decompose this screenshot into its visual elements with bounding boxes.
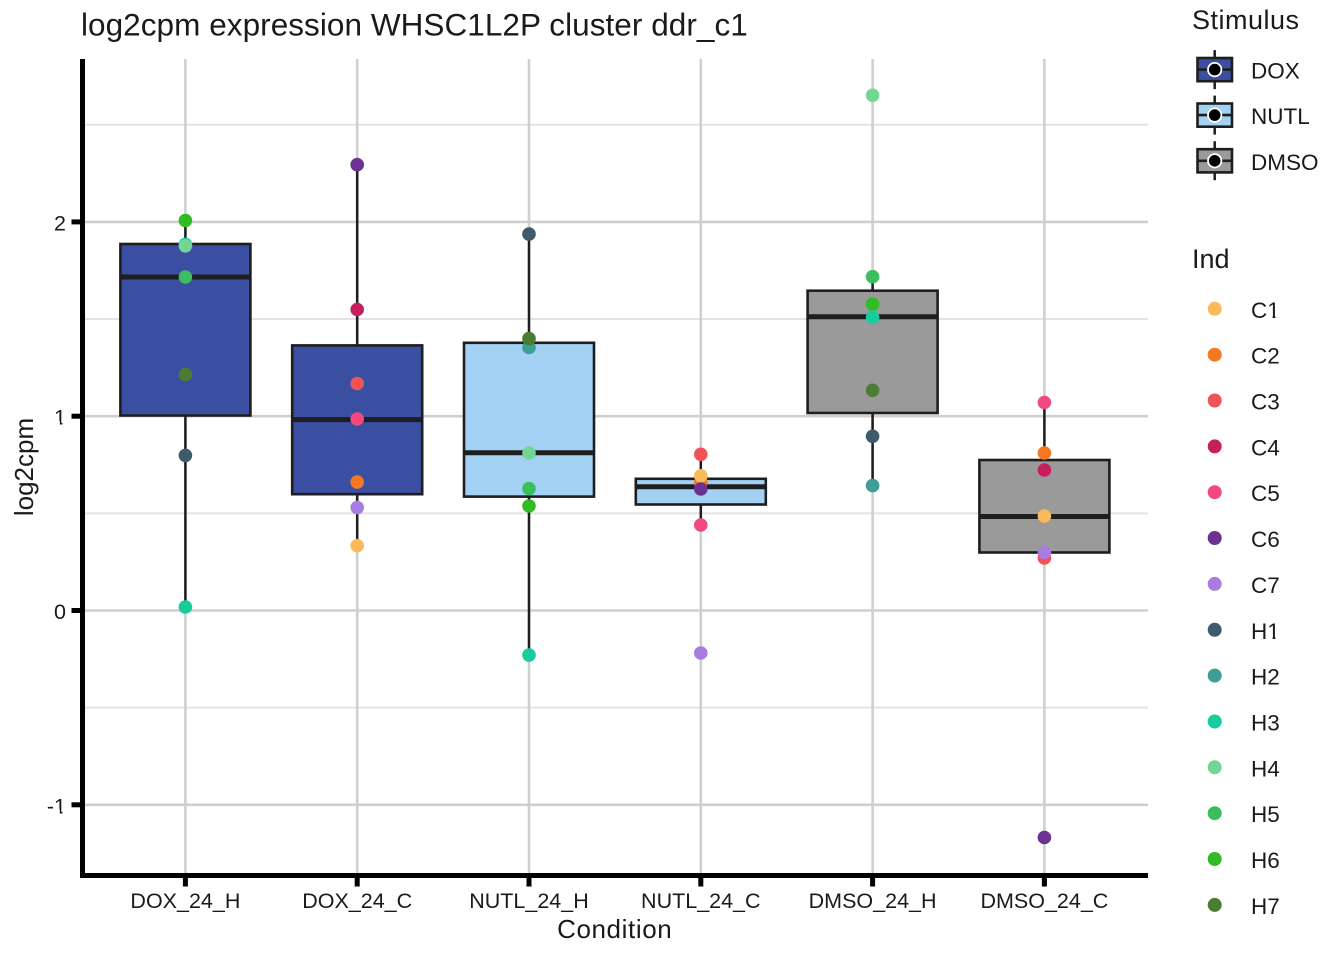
svg-text:DOX_24_H: DOX_24_H bbox=[130, 889, 240, 913]
svg-text:H6: H6 bbox=[1251, 848, 1280, 873]
svg-text:DMSO: DMSO bbox=[1251, 150, 1319, 175]
svg-text:C2: C2 bbox=[1251, 344, 1280, 369]
svg-text:C7: C7 bbox=[1251, 573, 1280, 598]
svg-text:DMSO_24_H: DMSO_24_H bbox=[809, 889, 937, 913]
svg-text:C6: C6 bbox=[1251, 527, 1280, 552]
svg-text:C5: C5 bbox=[1251, 481, 1280, 506]
svg-text:C4: C4 bbox=[1251, 435, 1280, 460]
svg-text:DOX: DOX bbox=[1251, 59, 1300, 84]
svg-text:0: 0 bbox=[54, 600, 66, 624]
svg-text:H1: H1 bbox=[1251, 619, 1280, 644]
svg-text:H7: H7 bbox=[1251, 894, 1280, 919]
svg-text:log2cpm expression WHSC1L2P cl: log2cpm expression WHSC1L2P cluster ddr_… bbox=[81, 7, 748, 43]
svg-text:H2: H2 bbox=[1251, 665, 1280, 690]
svg-text:DMSO_24_C: DMSO_24_C bbox=[980, 889, 1108, 913]
svg-text:H4: H4 bbox=[1251, 756, 1280, 781]
svg-text:H3: H3 bbox=[1251, 711, 1280, 736]
svg-text:Condition: Condition bbox=[557, 914, 672, 944]
svg-text:1: 1 bbox=[54, 406, 66, 430]
svg-text:C1: C1 bbox=[1251, 298, 1280, 323]
svg-text:DOX_24_C: DOX_24_C bbox=[302, 889, 412, 913]
svg-text:Ind: Ind bbox=[1192, 244, 1230, 274]
svg-text:C3: C3 bbox=[1251, 390, 1280, 415]
svg-text:NUTL_24_H: NUTL_24_H bbox=[469, 889, 589, 913]
svg-text:2: 2 bbox=[54, 211, 66, 235]
svg-text:Stimulus: Stimulus bbox=[1192, 5, 1300, 35]
svg-text:H5: H5 bbox=[1251, 802, 1280, 827]
svg-text:log2cpm: log2cpm bbox=[9, 418, 39, 516]
svg-text:NUTL_24_C: NUTL_24_C bbox=[641, 889, 761, 913]
svg-text:-1: -1 bbox=[47, 794, 66, 818]
svg-text:NUTL: NUTL bbox=[1251, 104, 1310, 129]
